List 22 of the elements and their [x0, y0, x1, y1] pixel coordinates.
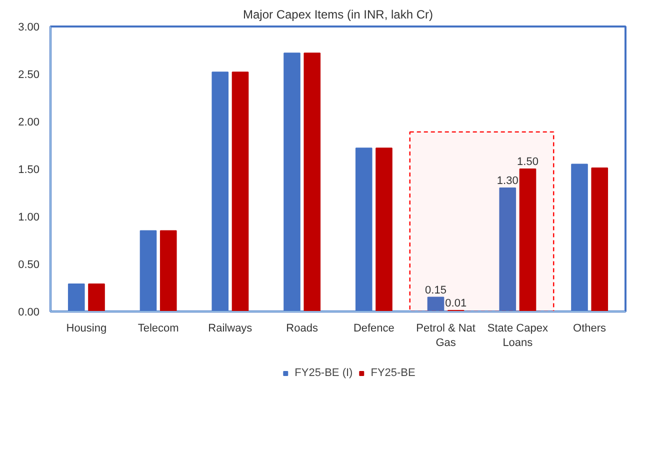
x-tick-label: Telecom — [138, 322, 179, 334]
x-tick-label: Housing — [66, 322, 107, 334]
x-tick-label: Defence — [353, 322, 394, 334]
x-tick-label: Others — [573, 322, 607, 334]
x-tick-label: Roads — [286, 322, 318, 334]
legend-label: FY25-BE (I) — [294, 367, 353, 379]
y-tick-label: 2.50 — [18, 69, 40, 81]
data-label: 0.01 — [445, 298, 467, 310]
legend-label: FY25-BE — [370, 367, 416, 379]
x-tick-label: Petrol & Nat Gas — [416, 322, 476, 349]
y-tick-label: 0.00 — [18, 306, 40, 318]
y-tick-label: 1.00 — [18, 212, 40, 224]
y-tick-label: 3.00 — [18, 22, 40, 34]
chart-title: Major Capex Items (in INR, lakh Cr) — [242, 8, 434, 22]
x-tick-label: Railways — [208, 322, 253, 334]
y-tick-label: 1.50 — [18, 164, 40, 176]
y-tick-label: 2.00 — [18, 116, 40, 128]
x-tick-label: State Capex Loans — [487, 322, 548, 349]
data-label: 1.50 — [517, 156, 538, 168]
data-label: 1.30 — [496, 175, 518, 187]
y-tick-label: 0.50 — [18, 259, 40, 271]
data-label: 0.15 — [425, 284, 446, 296]
